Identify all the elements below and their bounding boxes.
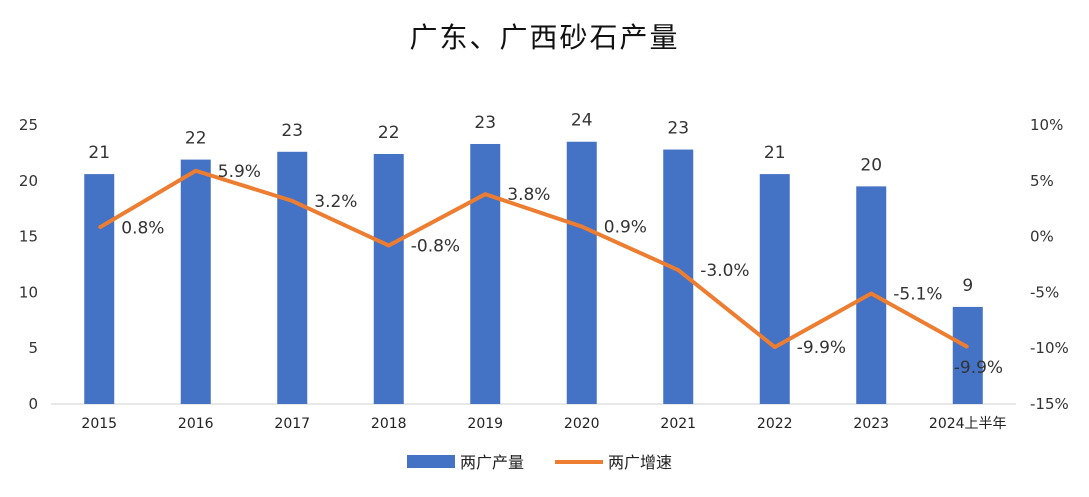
bar-data-label: 22 [185, 129, 207, 149]
x-tick-label: 2022 [757, 416, 793, 432]
line-point [870, 292, 873, 295]
x-tick-label: 2019 [467, 416, 503, 432]
line-point [98, 226, 101, 229]
line-data-label: 0.9% [604, 218, 647, 238]
bar [952, 306, 983, 404]
line-data-label: 0.8% [121, 219, 164, 239]
line-point [387, 244, 390, 247]
y-left-tick-label: 20 [19, 172, 38, 190]
bar [277, 151, 308, 404]
y-right-tick-label: -5% [1030, 283, 1059, 301]
y-right-tick-label: 0% [1030, 228, 1054, 246]
line-point [773, 346, 776, 349]
legend-label-bar: 两广产量 [460, 453, 524, 472]
line-data-label: -0.8% [411, 237, 460, 257]
x-tick-label: 2020 [564, 416, 600, 432]
line-data-label: 3.8% [507, 185, 550, 205]
line-data-label: -9.9% [954, 358, 1003, 378]
bar [84, 174, 115, 404]
y-right-tick-label: -10% [1030, 339, 1069, 357]
bar-data-label: 21 [764, 143, 786, 163]
y-left-tick-label: 15 [19, 228, 38, 246]
line-point [966, 346, 969, 349]
y-left-tick-label: 5 [28, 339, 38, 357]
line-data-label: -9.9% [797, 338, 846, 358]
x-tick-label: 2017 [274, 416, 310, 432]
line-point [194, 169, 197, 172]
bar-data-label: 23 [281, 121, 303, 141]
y-right-tick-label: 5% [1030, 172, 1054, 190]
legend-swatch-bar [407, 455, 455, 468]
y-left-tick-label: 0 [28, 395, 38, 413]
line-point [580, 225, 583, 228]
bar [759, 174, 790, 404]
line-data-label: -5.1% [893, 285, 942, 305]
bar-data-label: 23 [474, 113, 496, 133]
y-right-tick-label: -15% [1030, 395, 1069, 413]
bar-data-label: 22 [378, 123, 400, 143]
bar-data-label: 21 [88, 143, 110, 163]
bar [566, 141, 597, 405]
chart-title: 广东、广西砂石产量 [409, 21, 680, 54]
bar-data-label: 24 [571, 111, 593, 131]
bar [373, 154, 404, 404]
y-left-tick-label: 10 [19, 283, 38, 301]
line-point [291, 199, 294, 202]
y-right-tick-label: 10% [1030, 116, 1063, 134]
x-tick-label: 2016 [178, 416, 214, 432]
bar-data-label: 23 [667, 119, 689, 139]
line-point [677, 269, 680, 272]
x-tick-label: 2021 [660, 416, 696, 432]
bar-data-label: 9 [962, 276, 973, 296]
x-tick-label: 2018 [371, 416, 407, 432]
bar-data-label: 20 [860, 155, 882, 175]
bar [180, 159, 211, 404]
x-tick-label: 2023 [853, 416, 889, 432]
line-point [484, 193, 487, 196]
legend-label-line: 两广增速 [608, 453, 672, 472]
growth-line [98, 168, 969, 350]
line-data-label: 3.2% [314, 192, 357, 212]
bar [470, 143, 501, 405]
y-left-tick-label: 25 [19, 116, 38, 134]
x-tick-label: 2024上半年 [929, 416, 1007, 432]
x-tick-label: 2015 [81, 416, 117, 432]
line-data-label: 5.9% [218, 162, 261, 182]
line-data-label: -3.0% [700, 261, 749, 281]
